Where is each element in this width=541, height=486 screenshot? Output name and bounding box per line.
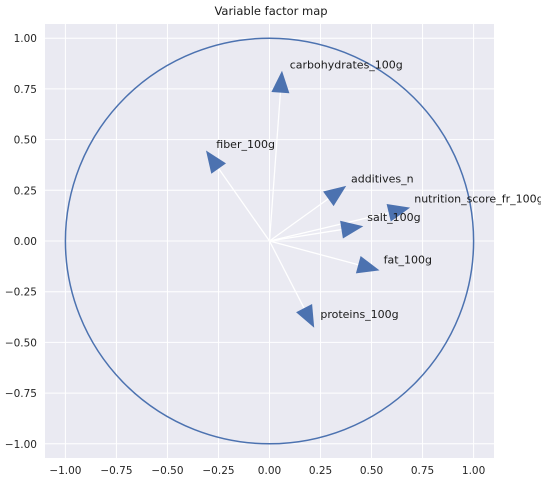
y-tick-label: −1.00 xyxy=(5,439,37,451)
y-tick-label: 0.25 xyxy=(14,185,37,197)
variable-label: salt_100g xyxy=(367,211,420,224)
plot-area: −1.00 −0.75 −0.50 −0.25 0.00 0.25 0.50 0.75 1.00… xyxy=(5,24,541,477)
y-tick-label: 0.50 xyxy=(14,135,37,147)
x-tick-label: 0.00 xyxy=(258,465,281,477)
variable-label: fat_100g xyxy=(384,253,432,266)
arrow-head xyxy=(271,70,290,94)
y-tick-label: 1.00 xyxy=(14,33,37,45)
x-tick-label: −0.25 xyxy=(202,465,234,477)
x-tick-label: −0.50 xyxy=(151,465,183,477)
variable-label: additives_n xyxy=(351,172,414,185)
arrow-head xyxy=(386,204,411,222)
y-tick-label: −0.50 xyxy=(5,337,37,349)
x-tick-label: 0.75 xyxy=(411,465,434,477)
y-tick-label: 0.00 xyxy=(14,236,37,248)
arrow-head xyxy=(340,220,364,239)
arrow-head xyxy=(355,256,380,274)
chart-title: Variable factor map xyxy=(214,4,327,18)
y-tick-label: −0.25 xyxy=(5,287,37,299)
x-tick-label: 1.00 xyxy=(462,465,485,477)
x-tick-label: 0.25 xyxy=(309,465,332,477)
arrow-line xyxy=(269,207,407,242)
arrow-head xyxy=(206,150,226,174)
arrow-head xyxy=(296,304,315,328)
x-tick-label: 0.50 xyxy=(360,465,383,477)
arrow-line xyxy=(269,240,376,271)
correlation-circle xyxy=(64,37,475,445)
variable-label: nutrition_score_fr_100g xyxy=(414,193,541,206)
arrow-line xyxy=(268,74,283,242)
variable-label: carbohydrates_100g xyxy=(290,59,403,72)
x-tick-label: −0.75 xyxy=(100,465,132,477)
arrow-head xyxy=(323,185,347,207)
variable-label: proteins_100g xyxy=(320,308,398,321)
x-tick-label: −1.00 xyxy=(49,465,81,477)
variable-label: fiber_100g xyxy=(216,138,275,151)
y-tick-label: −0.75 xyxy=(5,388,37,400)
y-tick-label: 0.75 xyxy=(14,84,37,96)
